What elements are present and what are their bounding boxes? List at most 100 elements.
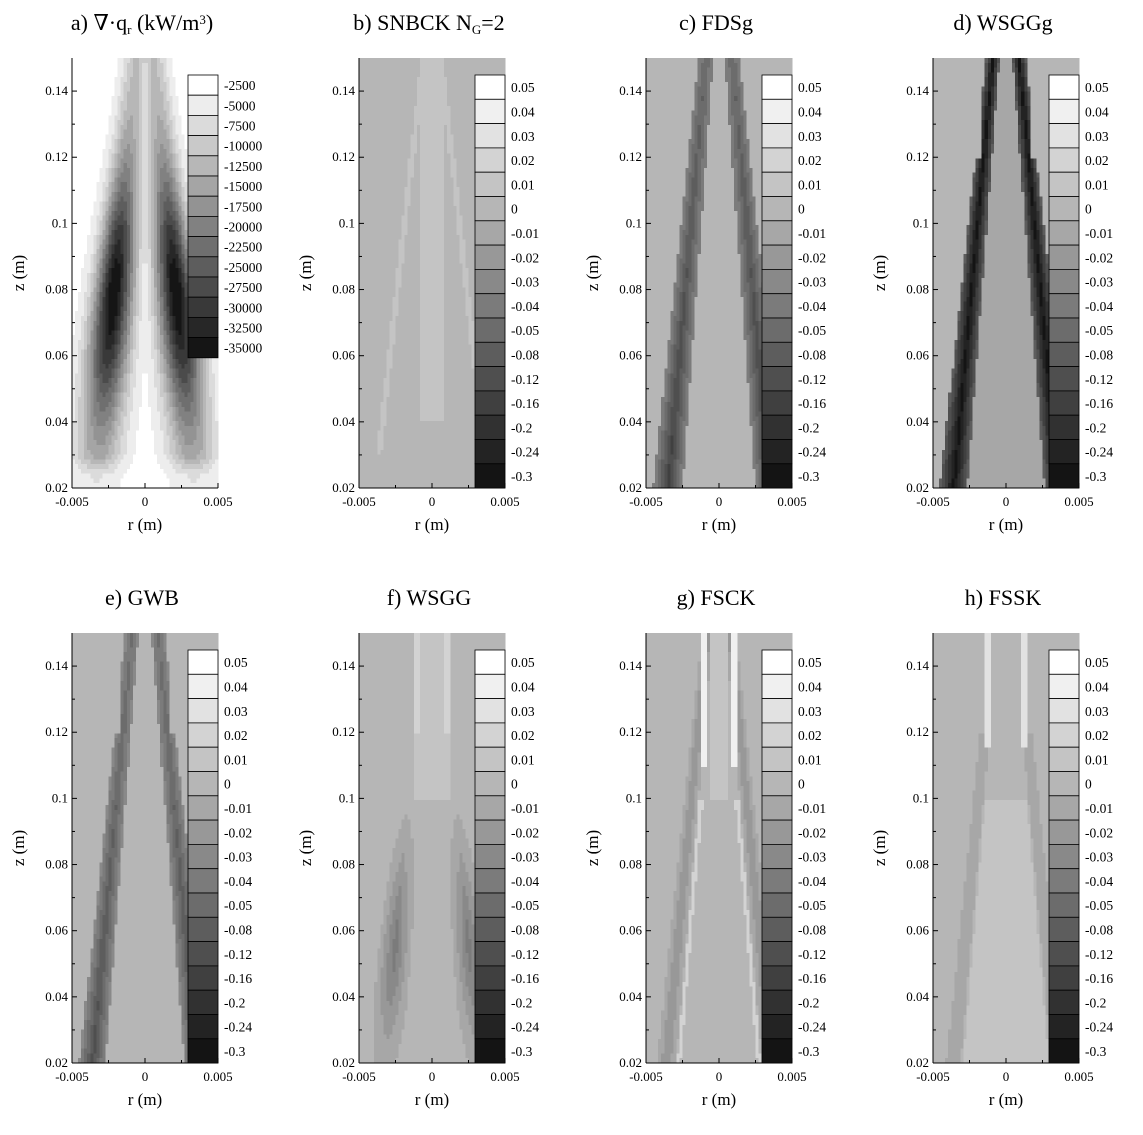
legend-label: -0.05	[1085, 898, 1113, 913]
legend-swatch	[762, 172, 792, 196]
y-tick-label: 0.04	[332, 414, 355, 429]
y-tick-label: 0.06	[332, 923, 355, 938]
y-tick-label: 0.14	[332, 83, 355, 98]
legend-label: -0.01	[798, 801, 826, 816]
contour-chart: d) WSGGg0.020.040.060.080.10.120.14-0.00…	[861, 0, 1143, 560]
legend-label: -0.08	[511, 347, 539, 362]
legend-label: -0.05	[224, 898, 252, 913]
legend-label: -0.01	[1085, 801, 1113, 816]
x-tick-label: 0	[1003, 1069, 1010, 1084]
legend-label: 0.04	[798, 104, 822, 119]
legend-label: -0.3	[1085, 469, 1107, 484]
legend-swatch	[188, 723, 218, 747]
legend-label: -17500	[224, 199, 262, 214]
legend-swatch	[475, 245, 505, 269]
y-tick-label: 0.06	[332, 348, 355, 363]
contour-chart: b) SNBCK NG=20.020.040.060.080.10.120.14…	[287, 0, 572, 560]
legend-swatch	[475, 917, 505, 941]
legend-label: -0.04	[1085, 299, 1113, 314]
legend-swatch	[188, 317, 218, 337]
legend-swatch	[1049, 148, 1079, 172]
legend-swatch	[1049, 1039, 1079, 1063]
legend-swatch	[1049, 269, 1079, 293]
legend-label: -0.01	[224, 801, 252, 816]
legend-label: 0	[1085, 202, 1092, 217]
legend-swatch	[188, 869, 218, 893]
panel-title: f) WSGG	[387, 585, 472, 610]
panel-title: h) FSSK	[965, 585, 1042, 610]
legend-label: -0.16	[798, 396, 826, 411]
y-tick-label: 0.1	[913, 215, 929, 230]
y-tick-label: 0.14	[906, 83, 929, 98]
legend-swatch	[188, 176, 218, 196]
legend-label: -0.12	[798, 947, 826, 962]
legend-label: 0.01	[798, 752, 822, 767]
legend-label: -0.04	[511, 874, 539, 889]
legend-label: -0.03	[224, 850, 252, 865]
legend-swatch	[188, 1015, 218, 1039]
x-axis-label: r (m)	[128, 515, 162, 534]
panel-title: b) SNBCK NG=2	[353, 10, 504, 37]
colorbar-legend: 0.050.040.030.020.010-0.01-0.02-0.03-0.0…	[475, 650, 539, 1063]
legend-label: -0.05	[511, 323, 539, 338]
legend-label: 0.02	[798, 728, 822, 743]
legend-label: -0.08	[798, 347, 826, 362]
y-tick-label: 0.02	[906, 1055, 929, 1070]
legend-swatch	[188, 1039, 218, 1063]
legend-swatch	[188, 136, 218, 156]
y-tick-label: 0.14	[619, 658, 642, 673]
x-tick-label: -0.005	[342, 494, 376, 509]
legend-swatch	[475, 367, 505, 391]
y-tick-label: 0.02	[619, 1055, 642, 1070]
legend-label: -32500	[224, 321, 262, 336]
legend-swatch	[188, 216, 218, 236]
legend-label: 0	[1085, 777, 1092, 792]
legend-swatch	[762, 318, 792, 342]
legend-swatch	[1049, 367, 1079, 391]
x-axis-label: r (m)	[702, 1090, 736, 1109]
legend-swatch	[762, 415, 792, 439]
x-tick-label: 0.005	[203, 494, 232, 509]
legend-label: 0.05	[511, 655, 535, 670]
y-tick-label: 0.04	[45, 414, 68, 429]
legend-label: -0.01	[1085, 226, 1113, 241]
legend-label: 0.01	[224, 752, 248, 767]
legend-label: 0.04	[511, 104, 535, 119]
legend-label: 0.02	[798, 153, 822, 168]
x-tick-label: -0.005	[916, 494, 950, 509]
y-tick-label: 0.1	[913, 790, 929, 805]
x-tick-label: 0.005	[490, 1069, 519, 1084]
y-tick-label: 0.02	[45, 1055, 68, 1070]
legend-swatch	[1049, 869, 1079, 893]
legend-swatch	[762, 440, 792, 464]
colorbar-legend: 0.050.040.030.020.010-0.01-0.02-0.03-0.0…	[188, 650, 252, 1063]
y-tick-label: 0.12	[45, 149, 68, 164]
y-axis-label: z (m)	[583, 830, 602, 866]
legend-label: -0.03	[798, 275, 826, 290]
legend-swatch	[1049, 1015, 1079, 1039]
y-tick-label: 0.02	[906, 480, 929, 495]
legend-swatch	[762, 342, 792, 366]
legend-swatch	[475, 869, 505, 893]
y-tick-label: 0.12	[619, 724, 642, 739]
x-tick-label: 0.005	[777, 494, 806, 509]
legend-swatch	[762, 747, 792, 771]
legend-label: -0.02	[798, 825, 826, 840]
legend-label: 0.04	[1085, 679, 1109, 694]
legend-swatch	[475, 391, 505, 415]
legend-swatch	[1049, 294, 1079, 318]
legend-swatch	[475, 99, 505, 123]
y-tick-label: 0.08	[619, 282, 642, 297]
panel-title: a) ∇·qr (kW/m3)	[71, 10, 213, 37]
y-tick-label: 0.06	[45, 348, 68, 363]
legend-swatch	[475, 1015, 505, 1039]
legend-label: 0.04	[511, 679, 535, 694]
legend-swatch	[188, 297, 218, 317]
x-tick-label: 0.005	[490, 494, 519, 509]
legend-swatch	[1049, 650, 1079, 674]
